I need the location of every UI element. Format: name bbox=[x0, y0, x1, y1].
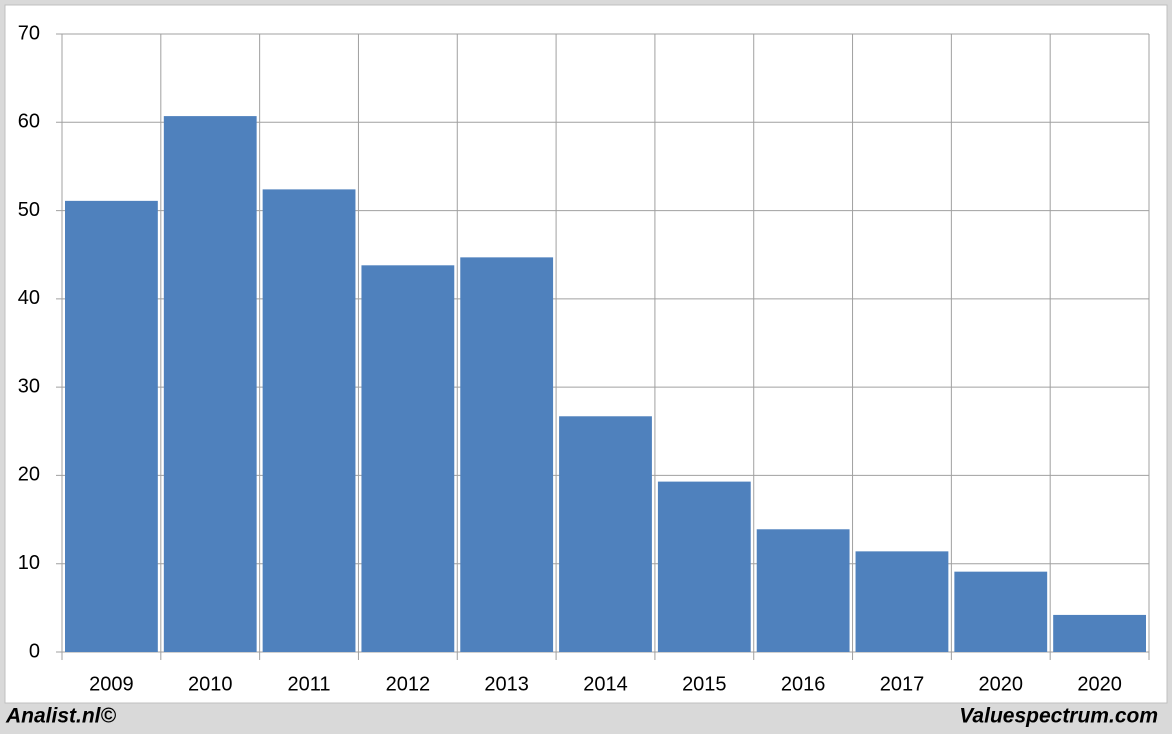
credit-left: Analist.nl© bbox=[5, 705, 117, 728]
bar bbox=[65, 200, 158, 653]
y-tick-label: 50 bbox=[18, 199, 40, 221]
y-tick-label: 40 bbox=[18, 287, 40, 309]
bar bbox=[460, 257, 554, 652]
x-tick-label: 2011 bbox=[288, 673, 331, 695]
x-tick-label: 2020 bbox=[1077, 673, 1122, 695]
y-tick-label: 20 bbox=[18, 464, 40, 486]
bar bbox=[163, 116, 257, 652]
y-tick-label: 0 bbox=[29, 640, 40, 662]
y-tick-label: 60 bbox=[18, 111, 40, 133]
bar bbox=[361, 265, 455, 652]
bar bbox=[954, 571, 1048, 652]
y-tick-label: 30 bbox=[18, 375, 40, 397]
x-tick-label: 2015 bbox=[682, 673, 727, 695]
bar bbox=[855, 551, 949, 652]
x-tick-label: 2013 bbox=[484, 673, 529, 695]
x-tick-label: 2017 bbox=[880, 673, 925, 695]
bar bbox=[559, 416, 652, 652]
x-tick-label: 2009 bbox=[89, 673, 134, 695]
y-tick-label: 70 bbox=[18, 22, 40, 44]
x-tick-label: 2020 bbox=[979, 673, 1024, 695]
x-tick-label: 2014 bbox=[583, 673, 628, 695]
bar bbox=[1053, 614, 1146, 652]
x-tick-label: 2016 bbox=[781, 673, 826, 695]
credit-right: Valuespectrum.com bbox=[959, 705, 1158, 728]
x-tick-label: 2012 bbox=[386, 673, 431, 695]
bar bbox=[657, 481, 751, 652]
x-tick-label: 2010 bbox=[188, 673, 233, 695]
bar bbox=[262, 189, 356, 652]
y-tick-label: 10 bbox=[18, 552, 40, 574]
bar bbox=[756, 529, 850, 652]
